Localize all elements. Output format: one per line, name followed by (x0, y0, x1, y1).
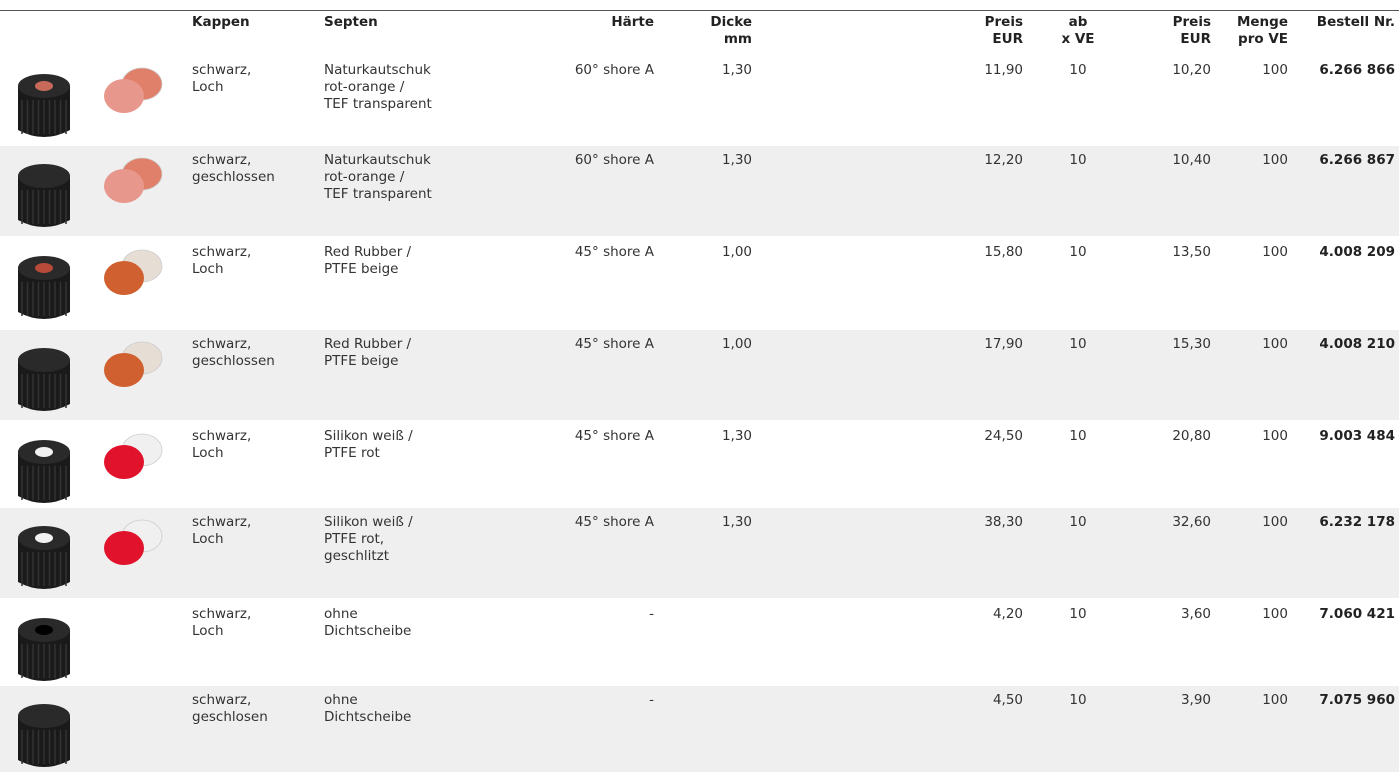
table-cell: 60° shore A (574, 152, 654, 168)
table-cell: 100 (1262, 152, 1288, 168)
table-cell: schwarz, Loch (192, 606, 252, 639)
table-cell: 10 (1069, 606, 1087, 622)
table-cell: 10,20 (1172, 62, 1211, 78)
septum-image (104, 341, 163, 387)
table-cell: 10 (1069, 692, 1087, 708)
table-cell: 4.008 210 (1319, 336, 1395, 352)
column-header: Preis EUR (1172, 14, 1211, 47)
table-cell: 38,30 (984, 514, 1023, 530)
table-cell: 7.060 421 (1319, 606, 1395, 622)
table-cell: schwarz, Loch (192, 244, 252, 277)
table-cell: 60° shore A (574, 62, 654, 78)
table-cell: 24,50 (984, 428, 1023, 444)
table-cell: 1,30 (721, 428, 752, 444)
column-header: Preis EUR (984, 14, 1023, 47)
septum-image (104, 67, 163, 113)
table-cell: 10 (1069, 152, 1087, 168)
table-cell: 1,30 (721, 514, 752, 530)
table-cell: 10,40 (1172, 152, 1211, 168)
column-header: Kappen (192, 14, 250, 30)
table-cell: 1,30 (721, 62, 752, 78)
table-cell: 15,80 (984, 244, 1023, 260)
table-cell: schwarz, geschlossen (192, 336, 275, 369)
table-cell: 13,50 (1172, 244, 1211, 260)
table-cell: Naturkautschuk rot-orange / TEF transpar… (324, 152, 432, 202)
table-cell: 100 (1262, 62, 1288, 78)
table-cell: 6.266 866 (1319, 62, 1395, 78)
table-cell: Naturkautschuk rot-orange / TEF transpar… (324, 62, 432, 112)
column-header: Menge pro VE (1236, 14, 1288, 47)
table-cell: 6.266 867 (1319, 152, 1395, 168)
table-cell: 1,30 (721, 152, 752, 168)
column-header: Septen (324, 14, 378, 30)
cap-image (18, 74, 70, 137)
top-rule (0, 10, 1399, 11)
table-cell: 4,50 (992, 692, 1023, 708)
table-cell: 45° shore A (574, 428, 654, 444)
column-header: Bestell Nr. (1316, 14, 1395, 30)
table-cell: 1,00 (721, 244, 752, 260)
table-cell: 4.008 209 (1319, 244, 1395, 260)
table-cell: 4,20 (992, 606, 1023, 622)
table-cell: 45° shore A (574, 336, 654, 352)
table-cell: ohne Dichtscheibe (324, 606, 412, 639)
table-cell: schwarz, Loch (192, 428, 252, 461)
table-cell: Silikon weiß / PTFE rot, geschlitzt (324, 514, 413, 564)
table-cell: 100 (1262, 244, 1288, 260)
table-cell: schwarz, Loch (192, 514, 252, 547)
table-cell: Red Rubber / PTFE beige (324, 336, 412, 369)
table-cell: 7.075 960 (1319, 692, 1395, 708)
table-cell: 100 (1262, 606, 1288, 622)
table-cell: 10 (1069, 514, 1087, 530)
table-cell: ohne Dichtscheibe (324, 692, 412, 725)
table-cell: 12,20 (984, 152, 1023, 168)
table-row (0, 330, 1399, 420)
cap-image (18, 526, 70, 589)
table-cell: 100 (1262, 336, 1288, 352)
table-cell: 6.232 178 (1319, 514, 1395, 530)
table-cell: 11,90 (984, 62, 1023, 78)
table-cell: - (649, 606, 654, 622)
table-cell: - (649, 692, 654, 708)
septum-image (104, 157, 163, 203)
septum-image (104, 249, 163, 295)
cap-image (18, 704, 70, 767)
table-cell: 45° shore A (574, 244, 654, 260)
table-row (0, 508, 1399, 598)
table-cell: 10 (1069, 336, 1087, 352)
table-cell: 10 (1069, 428, 1087, 444)
column-header: Härte (611, 14, 654, 30)
table-cell: 10 (1069, 244, 1087, 260)
table-cell: schwarz, geschlossen (192, 152, 275, 185)
table-cell: 3,60 (1180, 606, 1211, 622)
column-header: ab x VE (1061, 14, 1095, 47)
table-cell: 20,80 (1172, 428, 1211, 444)
septum-image (104, 433, 163, 479)
table-cell: Silikon weiß / PTFE rot (324, 428, 413, 461)
table-cell: 17,90 (984, 336, 1023, 352)
column-header: Dicke mm (710, 14, 752, 47)
table-cell: 45° shore A (574, 514, 654, 530)
table-cell: 100 (1262, 428, 1288, 444)
table-cell: 100 (1262, 514, 1288, 530)
cap-image (18, 440, 70, 503)
cap-image (18, 618, 70, 681)
table-cell: schwarz, geschlosen (192, 692, 268, 725)
table-cell: schwarz, Loch (192, 62, 252, 95)
table-cell: 9.003 484 (1319, 428, 1395, 444)
table-cell: 15,30 (1172, 336, 1211, 352)
table-cell: 32,60 (1172, 514, 1211, 530)
table-cell: 3,90 (1180, 692, 1211, 708)
cap-image (18, 164, 70, 227)
table-cell: 100 (1262, 692, 1288, 708)
septum-image (104, 519, 163, 565)
table-cell: 1,00 (721, 336, 752, 352)
cap-image (18, 348, 70, 411)
table-cell: Red Rubber / PTFE beige (324, 244, 412, 277)
table-row (0, 146, 1399, 236)
table-row (0, 686, 1399, 772)
cap-image (18, 256, 70, 319)
table-cell: 10 (1069, 62, 1087, 78)
